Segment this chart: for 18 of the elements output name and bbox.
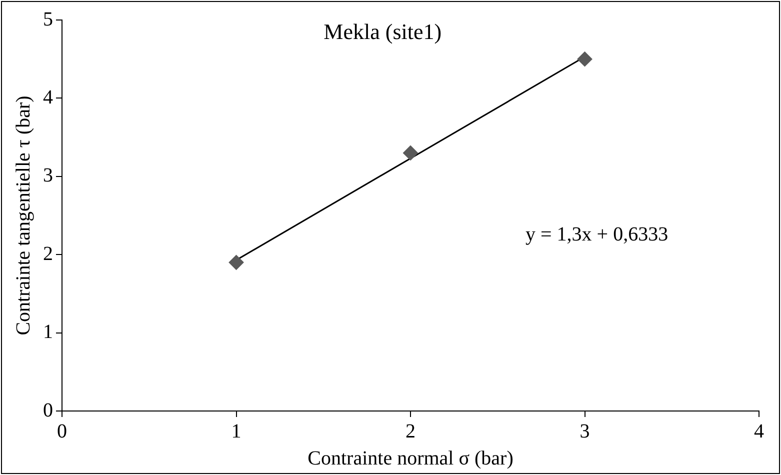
x-tick-label: 1 bbox=[231, 420, 242, 442]
x-tick-label: 4 bbox=[754, 420, 764, 442]
chart-title: Mekla (site1) bbox=[324, 18, 442, 44]
y-tick-label: 0 bbox=[43, 399, 53, 422]
x-axis-title: Contrainte normal σ (bar) bbox=[308, 447, 514, 470]
y-tick-label: 3 bbox=[43, 164, 53, 187]
x-tick-label: 0 bbox=[57, 420, 67, 442]
y-axis-title: Contrainte tangentielle τ (bar) bbox=[12, 96, 34, 336]
x-tick-label: 3 bbox=[580, 420, 590, 442]
point bbox=[228, 254, 244, 270]
x-tick-label: 2 bbox=[406, 420, 416, 442]
y-tick-label: 4 bbox=[43, 86, 53, 108]
y-tick-label: 1 bbox=[43, 321, 53, 344]
y-tick-label: 5 bbox=[43, 8, 53, 30]
y-tick-label: 2 bbox=[43, 242, 53, 265]
point bbox=[403, 145, 418, 160]
point bbox=[577, 52, 592, 67]
annotation: y = 1,3x + 0,6333 bbox=[526, 223, 668, 246]
